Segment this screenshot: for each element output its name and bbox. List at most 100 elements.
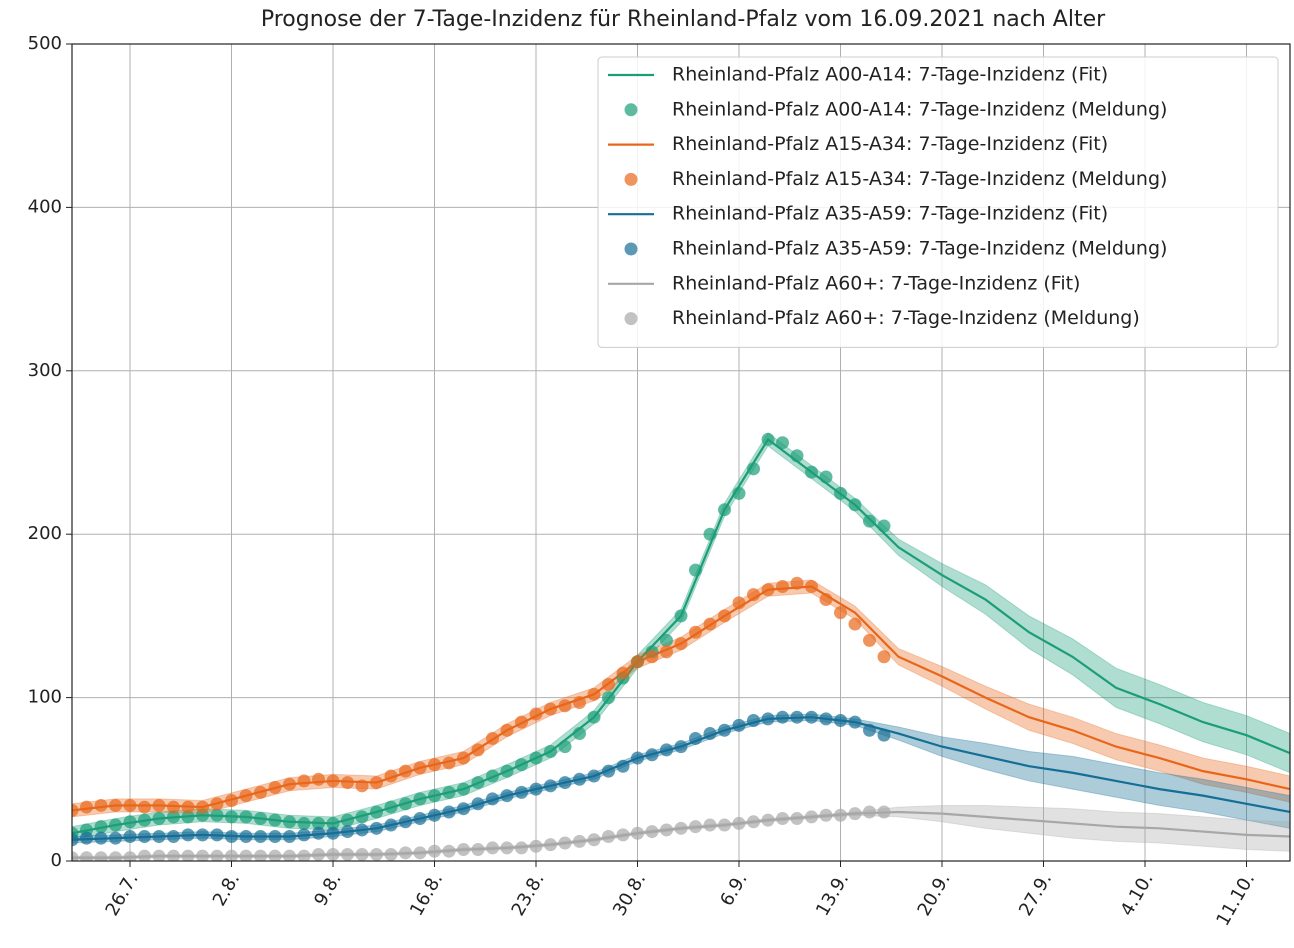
report-dot bbox=[761, 813, 775, 827]
chart-title: Prognose der 7-Tage-Inzidenz für Rheinla… bbox=[261, 7, 1106, 32]
report-dot bbox=[486, 731, 499, 745]
report-dot bbox=[239, 829, 253, 843]
report-dot bbox=[225, 794, 238, 808]
report-dot bbox=[848, 617, 862, 631]
report-dot bbox=[573, 727, 586, 741]
report-dot bbox=[109, 818, 122, 832]
report-dot bbox=[529, 839, 543, 853]
report-dot bbox=[297, 849, 311, 861]
report-dot bbox=[341, 813, 354, 827]
legend-label: Rheinland-Pfalz A35-A59: 7-Tage-Inzidenz… bbox=[672, 203, 1108, 225]
report-dot bbox=[631, 826, 644, 840]
legend-label: Rheinland-Pfalz A15-A34: 7-Tage-Inzidenz… bbox=[672, 168, 1167, 190]
y-tick-label: 400 bbox=[28, 196, 62, 217]
report-dot bbox=[254, 785, 267, 799]
report-dot bbox=[660, 645, 673, 659]
report-dot bbox=[863, 805, 876, 819]
report-dot bbox=[210, 808, 224, 822]
report-dot bbox=[297, 774, 311, 788]
report-dot bbox=[471, 843, 485, 857]
report-dot bbox=[138, 849, 151, 861]
report-dot bbox=[587, 710, 601, 724]
legend-dot bbox=[624, 103, 638, 117]
legend-label: Rheinland-Pfalz A00-A14: 7-Tage-Inzidenz… bbox=[672, 98, 1167, 120]
report-dot bbox=[428, 758, 441, 772]
report-dot bbox=[515, 841, 528, 855]
report-dot bbox=[341, 825, 354, 839]
report-dot bbox=[776, 710, 789, 724]
report-dot bbox=[718, 609, 731, 623]
report-dot bbox=[457, 843, 470, 857]
report-dot bbox=[529, 707, 543, 721]
report-dot bbox=[312, 772, 325, 786]
report-dot bbox=[399, 764, 412, 778]
report-dot bbox=[225, 810, 238, 824]
report-dot bbox=[616, 828, 630, 842]
report-dot bbox=[689, 625, 702, 639]
report-dot bbox=[790, 449, 804, 463]
report-dot bbox=[877, 519, 891, 533]
report-dot bbox=[326, 847, 340, 861]
report-dot bbox=[515, 715, 528, 729]
x-tick-label: 20.9. bbox=[914, 870, 955, 920]
report-dot bbox=[254, 812, 267, 826]
y-tick-label: 200 bbox=[28, 523, 62, 544]
y-tick-label: 100 bbox=[28, 687, 62, 708]
report-dot bbox=[413, 846, 427, 860]
report-dot bbox=[776, 812, 789, 826]
report-dot bbox=[558, 740, 572, 754]
report-dot bbox=[355, 779, 369, 793]
report-dot bbox=[428, 808, 441, 822]
report-dot bbox=[834, 713, 847, 727]
report-dot bbox=[645, 748, 659, 762]
report-dot bbox=[674, 609, 688, 623]
report-dot bbox=[283, 829, 296, 843]
report-dot bbox=[181, 849, 195, 861]
report-dot bbox=[689, 820, 702, 834]
y-tick-label: 300 bbox=[28, 360, 62, 381]
report-dot bbox=[225, 849, 238, 861]
report-dot bbox=[442, 805, 456, 819]
report-dot bbox=[181, 800, 195, 814]
report-dot bbox=[239, 810, 253, 824]
y-tick-label: 500 bbox=[28, 33, 62, 54]
report-dot bbox=[616, 759, 630, 773]
report-dot bbox=[500, 723, 514, 737]
report-dot bbox=[167, 849, 180, 861]
report-dot bbox=[326, 826, 340, 840]
report-dot bbox=[819, 712, 833, 726]
report-dot bbox=[834, 606, 847, 620]
report-dot bbox=[602, 829, 615, 843]
x-tick-label: 13.9. bbox=[812, 870, 853, 920]
report-dot bbox=[645, 825, 659, 839]
report-dot bbox=[587, 769, 601, 783]
report-dot bbox=[718, 503, 731, 517]
x-tick-label: 30.8. bbox=[609, 870, 650, 920]
report-dot bbox=[544, 838, 557, 852]
report-dot bbox=[384, 769, 398, 783]
report-dot bbox=[428, 789, 441, 803]
report-dot bbox=[152, 849, 166, 861]
report-dot bbox=[94, 851, 108, 861]
legend-box bbox=[597, 56, 1279, 348]
report-dot bbox=[848, 715, 862, 729]
report-dot bbox=[297, 816, 311, 830]
report-dot bbox=[631, 655, 644, 669]
report-dot bbox=[72, 833, 79, 847]
report-dot bbox=[196, 828, 209, 842]
report-dot bbox=[413, 812, 427, 826]
report-dot bbox=[123, 815, 137, 829]
report-dot bbox=[732, 486, 746, 500]
report-dot bbox=[544, 745, 557, 759]
x-tick-label: 6.9. bbox=[716, 870, 751, 910]
report-dot bbox=[94, 820, 108, 834]
report-dot bbox=[529, 751, 543, 765]
report-dot bbox=[805, 810, 818, 824]
report-dot bbox=[486, 769, 499, 783]
report-dot bbox=[355, 847, 369, 861]
report-dot bbox=[196, 849, 209, 861]
report-dot bbox=[674, 637, 688, 651]
report-dot bbox=[384, 800, 398, 814]
report-dot bbox=[805, 710, 818, 724]
x-tick-label: 4.10. bbox=[1117, 870, 1158, 920]
